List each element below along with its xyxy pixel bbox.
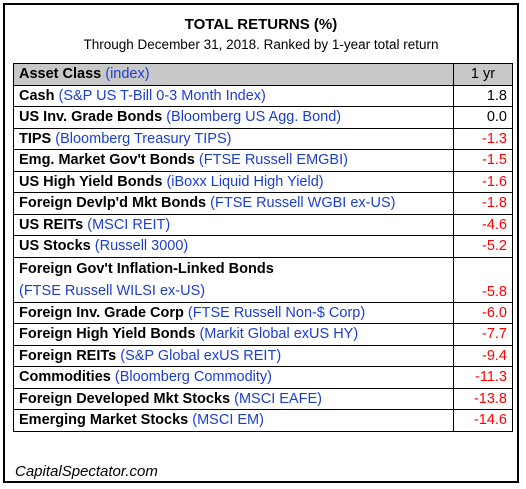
asset-name: US REITs bbox=[19, 216, 84, 233]
asset-cell: Foreign REITs (S&P Global exUS REIT) bbox=[13, 344, 454, 367]
return-value: 0.0 bbox=[453, 106, 513, 129]
return-value: 1.8 bbox=[453, 84, 513, 107]
asset-cell: US Stocks (Russell 3000) bbox=[13, 235, 454, 258]
return-value: -1.8 bbox=[453, 192, 513, 215]
asset-cell: US High Yield Bonds (iBoxx Liquid High Y… bbox=[13, 170, 454, 193]
table-row: Foreign Devlp'd Mkt Bonds (FTSE Russell … bbox=[13, 192, 513, 215]
asset-name: Foreign Devlp'd Mkt Bonds bbox=[19, 195, 207, 212]
asset-cell: Cash (S&P US T-Bill 0-3 Month Index) bbox=[13, 84, 454, 107]
table-row: US REITs (MSCI REIT) -4.6 bbox=[13, 213, 513, 236]
return-value: -7.7 bbox=[453, 323, 513, 346]
asset-index: (MSCI REIT) bbox=[87, 216, 171, 233]
asset-name: US High Yield Bonds bbox=[19, 173, 163, 190]
return-value: -13.8 bbox=[453, 387, 513, 410]
table-title: TOTAL RETURNS (%) bbox=[184, 16, 338, 33]
header-period: 1 yr bbox=[453, 63, 513, 86]
asset-name: Emerging Market Stocks bbox=[19, 412, 189, 429]
asset-index: (FTSE Russell Non-$ Corp) bbox=[187, 304, 366, 321]
asset-name: US Stocks bbox=[19, 238, 91, 255]
return-value: -4.6 bbox=[453, 213, 513, 236]
return-value: -14.6 bbox=[453, 409, 513, 432]
table-row: Foreign High Yield Bonds (Markit Global … bbox=[13, 323, 513, 346]
table-row: US Inv. Grade Bonds (Bloomberg US Agg. B… bbox=[13, 106, 513, 129]
table-row: TIPS (Bloomberg Treasury TIPS) -1.3 bbox=[13, 127, 513, 150]
asset-index: (Markit Global exUS HY) bbox=[199, 326, 359, 343]
asset-cell: US REITs (MSCI REIT) bbox=[13, 213, 454, 236]
return-value: -11.3 bbox=[453, 366, 513, 389]
asset-index: (Bloomberg US Agg. Bond) bbox=[166, 109, 342, 126]
return-value: -1.3 bbox=[453, 127, 513, 150]
asset-name: Foreign REITs bbox=[19, 347, 117, 364]
asset-index: (iBoxx Liquid High Yield) bbox=[166, 173, 324, 190]
table-row: Emg. Market Gov't Bonds (FTSE Russell EM… bbox=[13, 149, 513, 172]
asset-cell: TIPS (Bloomberg Treasury TIPS) bbox=[13, 127, 454, 150]
asset-cell: Emerging Market Stocks (MSCI EM) bbox=[13, 409, 454, 432]
table-row: Cash (S&P US T-Bill 0-3 Month Index) 1.8 bbox=[13, 84, 513, 107]
table-row: US High Yield Bonds (iBoxx Liquid High Y… bbox=[13, 170, 513, 193]
asset-cell: Foreign Devlp'd Mkt Bonds (FTSE Russell … bbox=[13, 192, 454, 215]
table-row: Foreign REITs (S&P Global exUS REIT) -9.4 bbox=[13, 344, 513, 367]
asset-name: Cash bbox=[19, 87, 55, 104]
asset-name: Commodities bbox=[19, 369, 111, 386]
asset-name: Emg. Market Gov't Bonds bbox=[19, 152, 195, 169]
asset-index: (MSCI EM) bbox=[192, 412, 264, 429]
asset-cell: Foreign Developed Mkt Stocks (MSCI EAFE) bbox=[13, 387, 454, 410]
asset-name: TIPS bbox=[19, 130, 52, 147]
asset-index: (S&P Global exUS REIT) bbox=[120, 347, 282, 364]
asset-index: (Russell 3000) bbox=[94, 238, 189, 255]
asset-name: Foreign High Yield Bonds bbox=[19, 326, 196, 343]
asset-index: (Bloomberg Treasury TIPS) bbox=[55, 130, 232, 147]
table-row: Foreign Gov't Inflation-Linked Bonds (FTS… bbox=[13, 256, 513, 303]
asset-index: (FTSE Russell WGBI ex-US) bbox=[210, 195, 396, 212]
table-row: Foreign Inv. Grade Corp (FTSE Russell No… bbox=[13, 301, 513, 324]
header-row: Asset Class (index) 1 yr bbox=[13, 63, 513, 86]
source-footer: CapitalSpectator.com bbox=[15, 463, 158, 480]
table-row: Commodities (Bloomberg Commodity) -11.3 bbox=[13, 366, 513, 389]
asset-index: (Bloomberg Commodity) bbox=[114, 369, 273, 386]
asset-cell: Foreign Gov't Inflation-Linked Bonds (FTS… bbox=[13, 256, 454, 303]
returns-card: TOTAL RETURNS (%) Through December 31, 2… bbox=[3, 3, 519, 483]
asset-cell: Emg. Market Gov't Bonds (FTSE Russell EM… bbox=[13, 149, 454, 172]
header-asset-class: Asset Class (index) bbox=[13, 63, 454, 86]
table-row: Emerging Market Stocks (MSCI EM) -14.6 bbox=[13, 409, 513, 432]
asset-cell: Commodities (Bloomberg Commodity) bbox=[13, 366, 454, 389]
returns-table: Asset Class (index) 1 yr Cash (S&P US T-… bbox=[13, 63, 513, 432]
return-value: -9.4 bbox=[453, 344, 513, 367]
return-value: -6.0 bbox=[453, 301, 513, 324]
asset-cell: Foreign High Yield Bonds (Markit Global … bbox=[13, 323, 454, 346]
asset-cell: US Inv. Grade Bonds (Bloomberg US Agg. B… bbox=[13, 106, 454, 129]
table-row: Foreign Developed Mkt Stocks (MSCI EAFE)… bbox=[13, 387, 513, 410]
asset-index: (MSCI EAFE) bbox=[234, 390, 322, 407]
return-value: -1.6 bbox=[453, 170, 513, 193]
asset-cell: Foreign Inv. Grade Corp (FTSE Russell No… bbox=[13, 301, 454, 324]
header-index-label: (index) bbox=[105, 66, 150, 83]
table-row: US Stocks (Russell 3000) -5.2 bbox=[13, 235, 513, 258]
asset-index: (FTSE Russell WILSI ex-US) bbox=[19, 282, 206, 299]
table-subtitle: Through December 31, 2018. Ranked by 1-y… bbox=[83, 37, 439, 52]
asset-name: Foreign Inv. Grade Corp bbox=[19, 304, 184, 321]
return-value: -5.2 bbox=[453, 235, 513, 258]
asset-name: US Inv. Grade Bonds bbox=[19, 109, 163, 126]
return-value: -5.8 bbox=[453, 256, 513, 303]
asset-index: (S&P US T-Bill 0-3 Month Index) bbox=[58, 87, 266, 104]
asset-index: (FTSE Russell EMGBI) bbox=[198, 152, 348, 169]
asset-name: Foreign Developed Mkt Stocks bbox=[19, 390, 231, 407]
header-asset-label: Asset Class bbox=[19, 66, 102, 83]
return-value: -1.5 bbox=[453, 149, 513, 172]
asset-name: Foreign Gov't Inflation-Linked Bonds bbox=[19, 260, 274, 277]
